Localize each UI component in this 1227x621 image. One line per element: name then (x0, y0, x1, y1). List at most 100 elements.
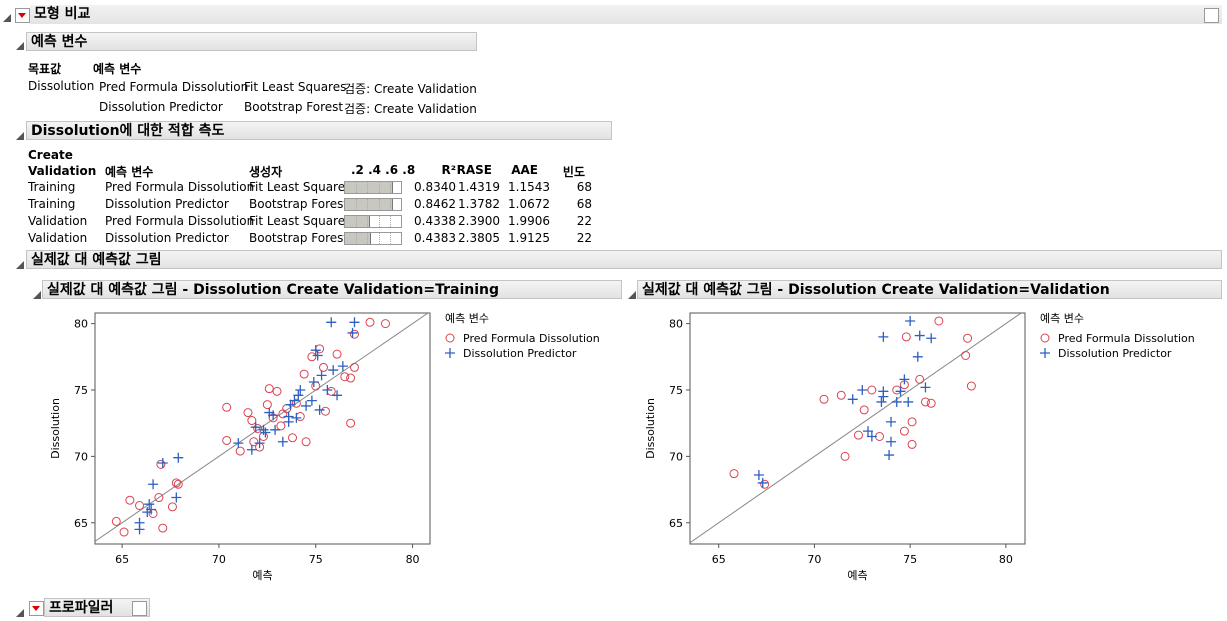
menu-button[interactable] (29, 601, 44, 616)
y-tick-label: 70 (669, 450, 683, 463)
point (247, 416, 257, 426)
point (167, 502, 177, 512)
point (299, 369, 309, 379)
legend-title: 예측 변수 (445, 312, 489, 325)
point (912, 351, 923, 362)
point (243, 408, 253, 418)
point (920, 382, 931, 393)
bar-guide (378, 233, 380, 244)
point (276, 421, 286, 431)
point (899, 426, 909, 436)
column-header: 예측 변수 (105, 165, 154, 179)
point (878, 391, 889, 402)
bar-guide (389, 233, 391, 244)
x-tick-label: 70 (212, 553, 226, 566)
point (268, 410, 279, 421)
point (346, 418, 356, 428)
collapse-icon[interactable] (628, 291, 636, 299)
legend-label: Dissolution Predictor (463, 347, 577, 360)
plot-title: 실제값 대 예측값 그림 - Dissolution Create Valida… (637, 280, 1222, 299)
legend-marker (1040, 348, 1050, 358)
cell: 2.3900 (458, 214, 500, 228)
point (312, 350, 323, 361)
chart: 65 70 75 80 65 70 75 80 예측 Dissolution 예측 변수 Pred F… (49, 312, 600, 582)
bar-guide (367, 182, 369, 193)
point (222, 435, 232, 445)
point (891, 396, 902, 407)
point (337, 361, 348, 372)
bar-guide (367, 233, 369, 244)
point (148, 479, 159, 490)
point (144, 499, 155, 510)
column-header: 예측 변수 (93, 62, 142, 76)
collapse-icon[interactable] (3, 14, 11, 22)
point (308, 377, 319, 388)
cell: Training (28, 180, 76, 194)
section-title: Dissolution에 대한 적합 측도 (26, 121, 612, 140)
cell: Dissolution Predictor (105, 231, 229, 245)
target: Dissolution (28, 79, 95, 93)
point (146, 504, 157, 515)
point (753, 469, 764, 480)
star-button[interactable] (1204, 8, 1219, 23)
point (295, 385, 306, 395)
point (347, 327, 358, 338)
legend-label: Dissolution Predictor (1058, 347, 1172, 360)
x-tick-label: 80 (999, 553, 1013, 566)
column-header: AAE (511, 163, 538, 177)
cell: 1.9906 (508, 214, 550, 228)
column-header: 생성자 (249, 165, 283, 179)
bar-guide (378, 216, 380, 227)
point (819, 394, 829, 404)
point (901, 332, 911, 342)
menu-button[interactable] (15, 8, 30, 23)
reference-line (95, 313, 429, 542)
point (246, 444, 257, 455)
bar-box (344, 198, 402, 211)
cell: Dissolution Predictor (99, 100, 223, 114)
collapse-icon[interactable] (33, 291, 41, 299)
point (349, 329, 359, 339)
point (260, 427, 271, 438)
point (258, 424, 269, 435)
point (310, 345, 321, 356)
point (253, 424, 263, 433)
cell: 0.4383 (414, 231, 456, 245)
cell: Pred Formula Dissolution (105, 214, 255, 228)
bar-guide (356, 216, 358, 227)
cell: Training (28, 197, 76, 211)
point (264, 384, 274, 394)
cell: 22 (576, 214, 592, 228)
point (277, 436, 288, 447)
legend-label: Pred Formula Dissolution (1058, 332, 1195, 345)
point (380, 319, 390, 329)
point (306, 395, 317, 406)
collapse-icon[interactable] (16, 609, 24, 617)
point (332, 349, 342, 359)
point (836, 390, 846, 400)
point (853, 430, 863, 440)
collapse-icon[interactable] (16, 261, 24, 269)
bar-guide (389, 182, 391, 193)
point (863, 426, 874, 437)
reference-line (690, 313, 1023, 544)
cell: 22 (576, 231, 592, 245)
point (301, 400, 312, 411)
collapse-icon[interactable] (16, 42, 24, 50)
point (307, 352, 317, 362)
cell: 68 (576, 197, 592, 211)
plot-title: 실제값 대 예측값 그림 - Dissolution Create Valida… (42, 280, 622, 299)
point (278, 409, 288, 419)
star-button[interactable] (132, 601, 147, 616)
section-title: 예측 변수 (26, 32, 477, 51)
point (914, 330, 925, 341)
legend-marker (445, 348, 455, 358)
collapse-icon[interactable] (16, 132, 24, 140)
point (961, 350, 971, 360)
point (293, 390, 304, 401)
point (340, 372, 350, 382)
point (899, 374, 910, 385)
point (156, 459, 166, 469)
bar-guide (389, 199, 391, 210)
